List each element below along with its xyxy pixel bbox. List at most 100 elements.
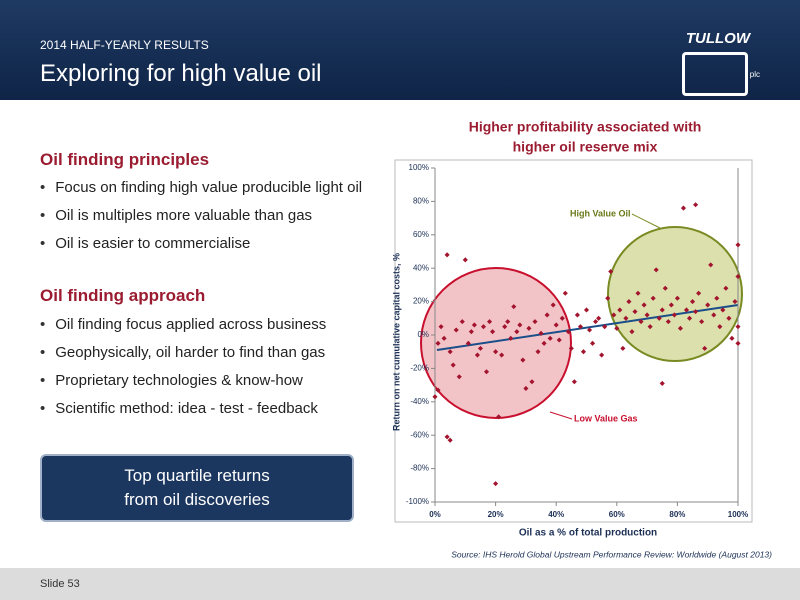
point	[705, 302, 711, 308]
x-tick-label: 40%	[548, 510, 564, 519]
point	[459, 319, 465, 325]
slide-number: Slide 53	[40, 578, 80, 590]
point	[693, 202, 699, 208]
point	[535, 349, 541, 355]
point	[693, 309, 699, 315]
point	[617, 307, 623, 313]
callout-line: Top quartile returns	[124, 466, 270, 485]
point	[611, 312, 617, 318]
point	[586, 327, 593, 333]
point	[523, 385, 529, 391]
point	[596, 315, 602, 321]
kicker: 2014 HALF-YEARLY RESULTS	[40, 38, 209, 52]
point	[493, 349, 499, 355]
y-tick-label: -80%	[410, 464, 429, 473]
point	[729, 335, 735, 341]
y-tick-label: 100%	[409, 163, 429, 172]
bullet: Geophysically, oil harder to find than g…	[40, 339, 326, 367]
annotation: Low Value Gas	[574, 413, 638, 423]
bullet-list: Focus on finding high value producible l…	[40, 174, 362, 258]
point	[432, 394, 438, 400]
point	[462, 257, 468, 263]
logo-mark	[682, 52, 748, 96]
point	[599, 352, 605, 358]
point	[465, 340, 471, 346]
bullet: Proprietary technologies & know-how	[40, 367, 326, 395]
bullet-list: Oil finding focus applied across busines…	[40, 311, 326, 423]
gas-circle	[420, 267, 572, 419]
source-note: Source: IHS Herold Global Upstream Perfo…	[451, 549, 772, 559]
y-tick-label: 80%	[413, 197, 429, 206]
header-bar	[0, 0, 800, 100]
point	[653, 267, 659, 273]
y-tick-label: -20%	[410, 364, 429, 373]
bullet: Oil is multiples more valuable than gas	[40, 202, 362, 230]
point	[635, 290, 641, 296]
section-heading: Oil finding principles	[40, 150, 210, 169]
point	[680, 205, 687, 211]
point	[508, 335, 514, 341]
chart-title: Higher profitability associated with	[469, 119, 702, 135]
trend-line	[436, 304, 739, 351]
point	[593, 319, 599, 325]
x-tick-label: 80%	[669, 510, 685, 519]
point	[483, 369, 490, 375]
x-tick-label: 100%	[728, 510, 748, 519]
point	[735, 242, 741, 248]
point	[456, 374, 462, 380]
bullet: Oil is easier to commercialise	[40, 230, 362, 258]
point	[538, 330, 544, 336]
oil-circle	[607, 226, 743, 362]
y-tick-label: 60%	[413, 230, 429, 239]
y-tick-label: -40%	[410, 397, 429, 406]
section-heading: Oil finding approach	[40, 286, 206, 305]
point	[480, 324, 487, 330]
point	[580, 349, 587, 355]
callout-box: Top quartile returns from oil discoverie…	[40, 454, 354, 522]
point	[477, 345, 483, 351]
point	[623, 315, 629, 321]
point	[583, 307, 590, 313]
y-tick-label: 0%	[417, 330, 429, 339]
y-tick-label: -60%	[410, 430, 429, 439]
callout-line: from oil discoveries	[124, 490, 270, 509]
point	[447, 349, 453, 355]
point	[444, 434, 450, 440]
point	[553, 322, 559, 328]
point	[532, 319, 538, 325]
point	[735, 324, 741, 330]
point	[568, 345, 574, 351]
footer-bar	[0, 568, 800, 600]
point	[496, 414, 502, 420]
bullet: Oil finding focus applied across busines…	[40, 311, 326, 339]
chart-frame	[394, 159, 753, 523]
point	[544, 312, 550, 318]
point	[517, 322, 523, 328]
bullet: Scientific method: idea - test - feedbac…	[40, 395, 326, 423]
y-tick-label: 20%	[413, 297, 429, 306]
point	[493, 481, 499, 487]
point	[602, 324, 608, 330]
point	[641, 302, 647, 308]
bullet: Focus on finding high value producible l…	[40, 174, 362, 202]
point	[571, 379, 577, 385]
x-tick-label: 20%	[488, 510, 504, 519]
y-axis-label: Return on net cumulative capital costs, …	[391, 253, 401, 431]
leader-line	[549, 411, 573, 420]
chart: Higher profitability associated with hig…	[391, 119, 772, 560]
point	[574, 312, 580, 318]
annotation: High Value Oil	[570, 208, 631, 218]
point	[511, 304, 517, 310]
point	[505, 319, 511, 325]
leader-line	[631, 213, 661, 229]
logo-suffix: plc	[749, 70, 760, 79]
point	[468, 329, 474, 335]
point	[471, 322, 477, 328]
point	[453, 327, 459, 333]
y-tick-label: -100%	[406, 497, 429, 506]
chart-title: higher oil reserve mix	[513, 139, 658, 155]
logo-text: TULLOW	[685, 30, 750, 47]
point	[562, 290, 568, 296]
x-axis-label: Oil as a % of total production	[519, 528, 657, 539]
